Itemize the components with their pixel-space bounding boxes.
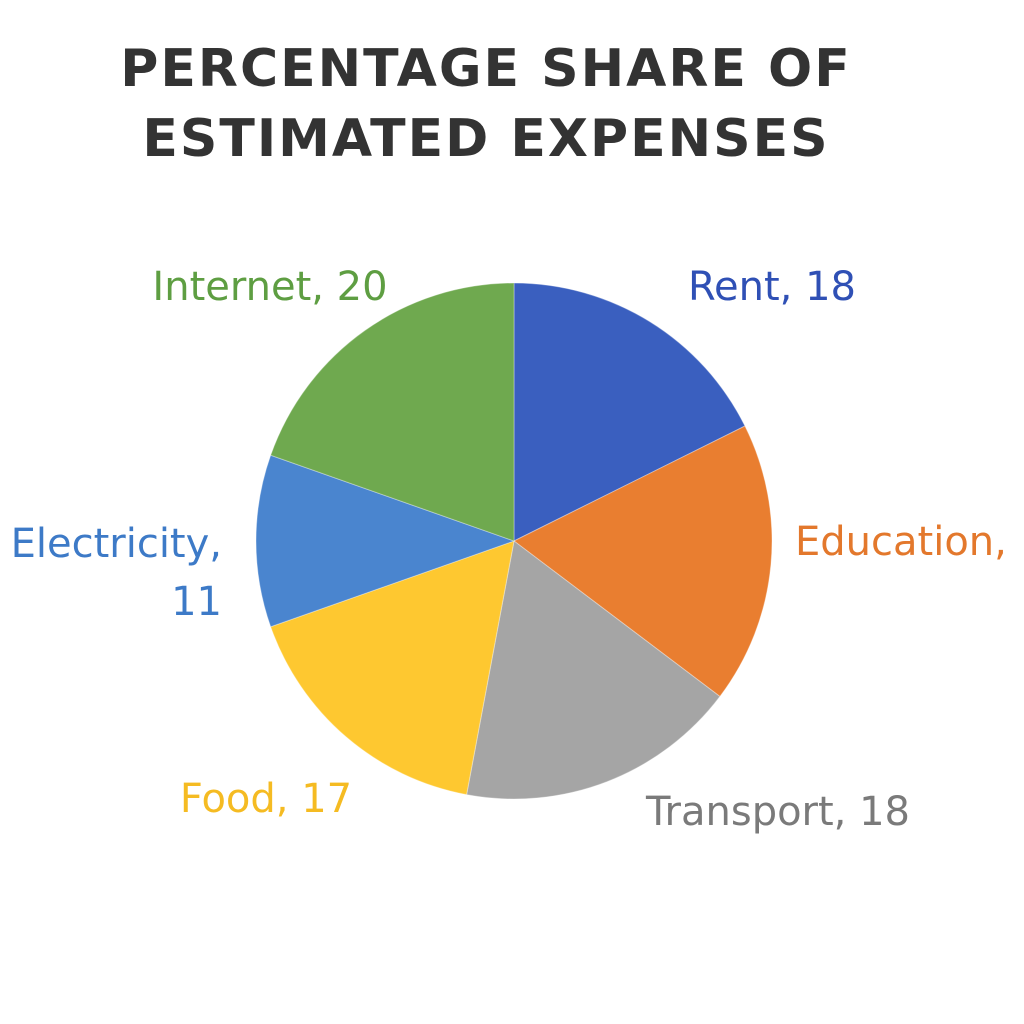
slices-layer xyxy=(255,282,773,800)
slice-label-education: Education, xyxy=(795,519,1007,565)
labels-layer: Rent, 18 Education, Transport, 18 Food, 17 E… xyxy=(11,264,1007,835)
pie-slice-electricity xyxy=(255,454,516,628)
slice-label-transport: Transport, 18 xyxy=(645,789,910,835)
pie-slice-food xyxy=(270,540,515,796)
pie-slice-transport xyxy=(466,540,721,800)
pie-slice-rent xyxy=(513,282,746,542)
slice-label-rent: Rent, 18 xyxy=(688,264,856,310)
slice-label-electricity: Electricity, 11 xyxy=(11,521,222,625)
slice-label-internet: Internet, 20 xyxy=(152,264,387,310)
chart-title: PERCENTAGE SHARE OF ESTIMATED EXPENSES xyxy=(120,39,852,169)
slice-label-food: Food, 17 xyxy=(180,776,352,822)
pie-slice-internet xyxy=(270,282,515,542)
pie-slice-education xyxy=(513,425,773,698)
